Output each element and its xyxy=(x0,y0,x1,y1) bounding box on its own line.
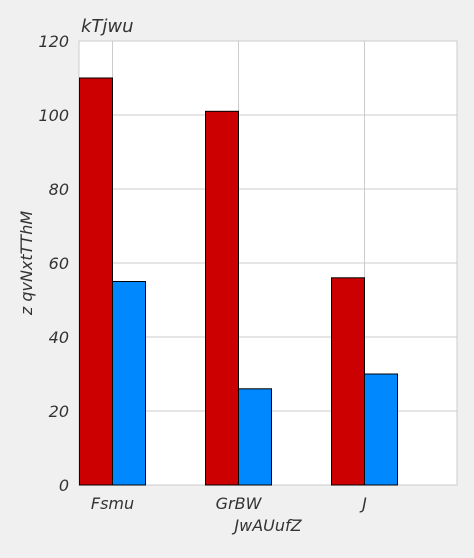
y-tick-label: 40 xyxy=(49,328,69,347)
y-tick-label: 100 xyxy=(38,106,69,125)
x-tick-label: GrBW xyxy=(216,494,263,513)
bar-series-2-J xyxy=(364,373,398,486)
x-axis-ticks: Fsmu GrBW J xyxy=(91,494,367,513)
bar-series-2-GrBW xyxy=(238,388,272,486)
chart-title: kTjwu xyxy=(81,16,134,37)
bar-series-1-Fsmu xyxy=(79,77,113,486)
y-tick-label: 60 xyxy=(49,254,69,273)
bars xyxy=(79,77,398,486)
y-tick-label: 80 xyxy=(49,180,69,199)
y-axis-label: z qvNxtTThM xyxy=(17,211,36,317)
y-tick-label: 20 xyxy=(49,402,69,421)
y-tick-label: 120 xyxy=(38,32,69,51)
bar-series-2-Fsmu xyxy=(112,281,146,486)
x-tick-label: Fsmu xyxy=(91,494,134,513)
bar-series-1-GrBW xyxy=(205,110,239,486)
bar-series-1-J xyxy=(331,277,365,486)
x-axis-label: JwAUufZ xyxy=(231,516,302,535)
x-tick-label: J xyxy=(359,494,367,513)
y-axis-ticks: 0 20 40 60 80 100 120 xyxy=(38,32,69,495)
y-tick-label: 0 xyxy=(59,476,69,495)
